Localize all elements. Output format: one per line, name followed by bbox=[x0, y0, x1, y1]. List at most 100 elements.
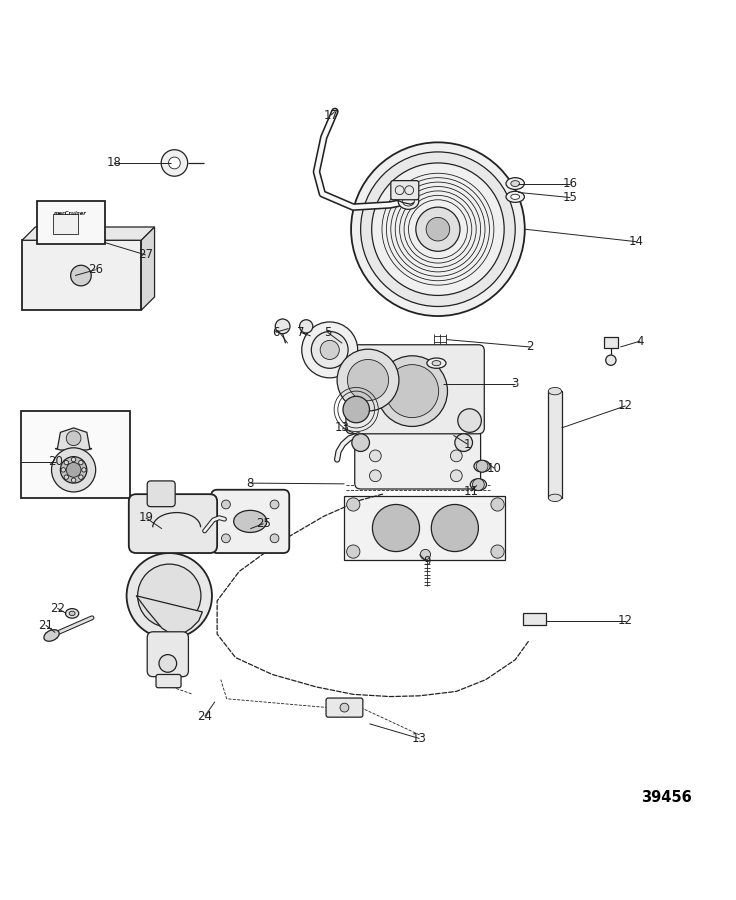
Circle shape bbox=[450, 450, 462, 462]
FancyBboxPatch shape bbox=[156, 674, 181, 688]
Text: 18: 18 bbox=[107, 157, 121, 169]
Circle shape bbox=[416, 207, 460, 251]
Circle shape bbox=[352, 434, 369, 452]
Circle shape bbox=[337, 349, 399, 411]
Bar bbox=[604, 338, 618, 348]
Circle shape bbox=[302, 322, 358, 378]
Circle shape bbox=[138, 564, 201, 627]
Bar bbox=[21, 411, 130, 498]
Text: 19: 19 bbox=[138, 511, 153, 524]
FancyBboxPatch shape bbox=[147, 632, 188, 677]
Circle shape bbox=[222, 534, 230, 543]
Circle shape bbox=[275, 319, 290, 334]
Text: 17: 17 bbox=[324, 109, 339, 122]
Circle shape bbox=[476, 460, 488, 473]
Text: 25: 25 bbox=[256, 518, 271, 530]
Bar bbox=[523, 614, 546, 626]
Text: 26: 26 bbox=[88, 263, 103, 276]
Text: 3: 3 bbox=[512, 377, 519, 391]
Text: 16: 16 bbox=[563, 177, 578, 190]
Circle shape bbox=[61, 468, 66, 472]
Ellipse shape bbox=[233, 510, 266, 533]
Circle shape bbox=[320, 340, 339, 359]
Circle shape bbox=[372, 505, 420, 552]
Text: 5: 5 bbox=[324, 326, 331, 338]
Circle shape bbox=[386, 364, 439, 418]
Ellipse shape bbox=[511, 194, 520, 200]
Circle shape bbox=[347, 359, 389, 400]
FancyBboxPatch shape bbox=[129, 494, 217, 553]
Circle shape bbox=[347, 544, 360, 558]
Ellipse shape bbox=[427, 358, 446, 368]
Circle shape bbox=[426, 218, 450, 241]
Circle shape bbox=[82, 468, 86, 472]
Circle shape bbox=[351, 142, 525, 316]
Text: 8: 8 bbox=[247, 477, 254, 490]
Bar bbox=[22, 240, 141, 310]
Circle shape bbox=[161, 149, 188, 176]
Circle shape bbox=[361, 152, 515, 307]
Polygon shape bbox=[22, 227, 155, 240]
Circle shape bbox=[52, 448, 96, 492]
Circle shape bbox=[169, 158, 180, 169]
Text: 12: 12 bbox=[618, 400, 633, 412]
Polygon shape bbox=[141, 227, 155, 310]
FancyBboxPatch shape bbox=[355, 418, 481, 489]
Text: 10: 10 bbox=[487, 462, 502, 475]
Text: 22: 22 bbox=[50, 602, 65, 615]
Circle shape bbox=[450, 470, 462, 482]
Circle shape bbox=[347, 498, 360, 511]
FancyBboxPatch shape bbox=[346, 345, 484, 434]
Text: 15: 15 bbox=[563, 191, 578, 204]
Text: 12: 12 bbox=[618, 615, 633, 627]
Circle shape bbox=[372, 163, 504, 295]
Circle shape bbox=[343, 396, 369, 423]
Circle shape bbox=[420, 549, 431, 560]
Text: 20: 20 bbox=[49, 455, 63, 468]
FancyBboxPatch shape bbox=[147, 481, 175, 507]
Ellipse shape bbox=[44, 630, 59, 642]
Text: 9: 9 bbox=[423, 555, 431, 569]
Ellipse shape bbox=[548, 387, 562, 395]
FancyBboxPatch shape bbox=[326, 698, 363, 717]
Text: 7: 7 bbox=[297, 326, 304, 338]
Bar bbox=[548, 392, 562, 498]
Circle shape bbox=[369, 470, 381, 482]
Circle shape bbox=[431, 505, 478, 552]
Circle shape bbox=[311, 331, 348, 368]
Circle shape bbox=[369, 450, 381, 462]
Text: 39456: 39456 bbox=[641, 790, 691, 805]
Circle shape bbox=[64, 475, 68, 480]
Circle shape bbox=[377, 356, 447, 427]
Polygon shape bbox=[55, 428, 92, 450]
Circle shape bbox=[159, 654, 177, 672]
Circle shape bbox=[71, 266, 91, 286]
Circle shape bbox=[127, 553, 212, 638]
Circle shape bbox=[64, 461, 68, 464]
Ellipse shape bbox=[511, 181, 520, 186]
Ellipse shape bbox=[470, 479, 486, 490]
Circle shape bbox=[79, 475, 83, 480]
Circle shape bbox=[458, 409, 481, 432]
Circle shape bbox=[60, 456, 87, 483]
Circle shape bbox=[473, 479, 484, 490]
Text: 14: 14 bbox=[629, 235, 644, 248]
Polygon shape bbox=[136, 596, 202, 638]
Ellipse shape bbox=[474, 460, 490, 473]
Circle shape bbox=[491, 544, 504, 558]
Text: merCruiser: merCruiser bbox=[54, 211, 87, 215]
Text: 1: 1 bbox=[464, 437, 471, 451]
FancyBboxPatch shape bbox=[391, 181, 419, 200]
Ellipse shape bbox=[432, 361, 441, 365]
Circle shape bbox=[491, 498, 504, 511]
Text: 11: 11 bbox=[464, 485, 478, 498]
Circle shape bbox=[270, 500, 279, 508]
Circle shape bbox=[66, 463, 81, 477]
Ellipse shape bbox=[66, 608, 79, 618]
Circle shape bbox=[270, 534, 279, 543]
Text: 13: 13 bbox=[412, 732, 427, 745]
Circle shape bbox=[71, 457, 76, 462]
Text: 24: 24 bbox=[197, 710, 212, 723]
Text: 21: 21 bbox=[38, 618, 53, 632]
Ellipse shape bbox=[548, 494, 562, 501]
